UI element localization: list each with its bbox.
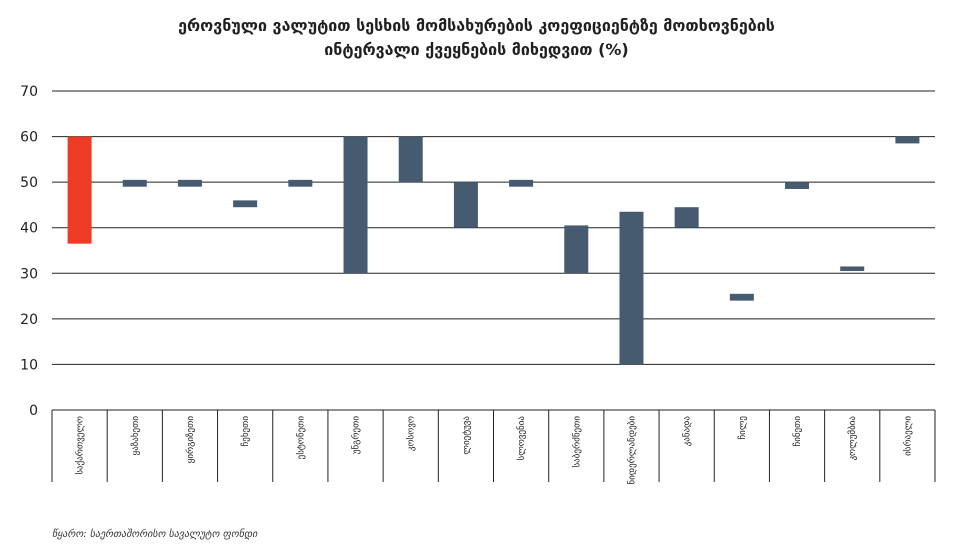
range-bar bbox=[398, 136, 423, 183]
y-tick-label: 70 bbox=[20, 84, 38, 100]
y-tick-label: 10 bbox=[20, 357, 38, 373]
chart-title-line1: ეროვნული ვალუტით სესხის მომსახურების კოე… bbox=[178, 16, 775, 35]
x-tick-label: ნიდერლანდები bbox=[626, 416, 637, 485]
x-tick-label: ჩილე bbox=[737, 416, 748, 440]
range-bar bbox=[233, 200, 258, 208]
range-bar bbox=[895, 136, 920, 144]
y-tick-label: 40 bbox=[20, 221, 38, 237]
x-tick-label: ჩეხეთი bbox=[240, 416, 251, 447]
x-tick-label: კანადა bbox=[682, 416, 693, 447]
range-bar bbox=[619, 211, 644, 365]
x-tick-label: ჩინეთი bbox=[792, 416, 803, 447]
y-tick-label: 50 bbox=[20, 175, 38, 191]
range-bar bbox=[122, 179, 147, 187]
y-tick-label: 60 bbox=[20, 130, 38, 146]
range-bar bbox=[453, 182, 478, 228]
x-tick-label: ყაზახეთი bbox=[130, 416, 141, 456]
y-tick-label: 0 bbox=[29, 403, 38, 419]
range-bar bbox=[509, 179, 534, 187]
range-bar bbox=[288, 179, 313, 187]
x-tick-label: საბერძნეთი bbox=[571, 416, 582, 468]
x-tick-label: კოლუმბია bbox=[847, 416, 858, 461]
x-tick-label: კოსოვო bbox=[406, 416, 417, 451]
range-bar bbox=[785, 182, 810, 189]
range-bar bbox=[343, 136, 368, 274]
y-tick-label: 30 bbox=[20, 266, 38, 282]
source-note: წყარო: საერთაშორისო სავალუტო ფონდი bbox=[52, 529, 258, 540]
x-tick-label: სლოვენია bbox=[516, 416, 527, 461]
range-bar bbox=[674, 207, 699, 228]
x-tick-label: ესტონეთი bbox=[295, 416, 306, 460]
x-tick-label: უნგრეთი bbox=[351, 416, 362, 455]
range-bar bbox=[177, 179, 202, 187]
chart-title: ეროვნული ვალუტით სესხის მომსახურების კოე… bbox=[0, 14, 953, 62]
range-bar bbox=[840, 266, 865, 272]
x-tick-label: საქართველო bbox=[75, 416, 86, 475]
chart-title-line2: ინტერვალი ქვეყნების მიხედვით (%) bbox=[324, 40, 629, 59]
x-tick-label: ყირგიზეთი bbox=[185, 416, 196, 464]
range-bar bbox=[729, 293, 754, 301]
x-tick-label: ისრაელი bbox=[902, 416, 913, 456]
range-bar bbox=[564, 225, 589, 274]
y-tick-label: 20 bbox=[20, 312, 38, 328]
range-bar bbox=[67, 136, 92, 244]
x-tick-label: ლიეტუვა bbox=[462, 416, 472, 455]
